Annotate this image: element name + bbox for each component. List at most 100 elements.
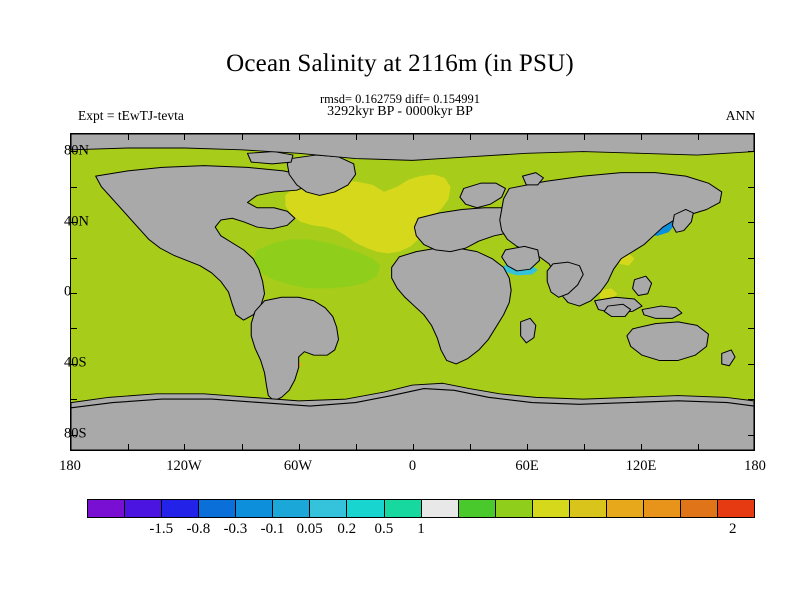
tick-y <box>748 151 754 152</box>
tick-y <box>748 399 754 400</box>
land-new-zealand <box>721 349 736 367</box>
y-tick-label: 40N <box>64 213 89 230</box>
colorbar-segment-15 <box>643 500 681 517</box>
x-tick-label: 60W <box>283 458 313 474</box>
colorbar-segment-4 <box>236 500 274 517</box>
land-antarctica <box>71 382 754 450</box>
land-arabia <box>501 245 541 272</box>
tick-x <box>242 134 243 140</box>
land-svalbard <box>522 172 544 186</box>
tick-y <box>71 328 77 329</box>
tick-y <box>71 222 77 223</box>
colorbar-segment-7 <box>347 500 385 517</box>
antarctic-coastline <box>71 387 754 409</box>
land-madagascar <box>520 317 537 344</box>
colorbar-segment-0 <box>88 500 126 517</box>
tick-x <box>184 134 185 140</box>
land-scandinavia <box>459 182 506 209</box>
x-tick-label: 0 <box>408 458 417 474</box>
tick-x <box>127 444 129 450</box>
x-tick-label: 120W <box>166 458 202 474</box>
colorbar-segment-17 <box>718 500 755 517</box>
tick-y <box>748 328 754 329</box>
colorbar-segment-1 <box>125 500 163 517</box>
tick-x <box>527 134 528 140</box>
y-tick-label: 0 <box>64 283 72 300</box>
x-tick-label: 180 <box>59 458 81 474</box>
colorbar-segment-14 <box>606 500 644 517</box>
experiment-label: Expt = tEwTJ-tevta <box>78 108 184 123</box>
tick-x <box>641 134 642 140</box>
colorbar-segment-10 <box>458 500 496 517</box>
colorbar-tick-label: -0.8 <box>186 521 211 537</box>
north-atlantic-transition-band <box>253 239 381 289</box>
tick-x <box>584 444 585 450</box>
tick-y <box>71 258 77 259</box>
land-india <box>546 261 584 298</box>
colorbar-segment-2 <box>162 500 200 517</box>
colorbar-segment-11 <box>495 500 533 517</box>
tick-x <box>413 444 414 450</box>
tick-y <box>71 364 77 365</box>
tick-x <box>127 134 129 140</box>
land-arctic-islands <box>246 151 294 165</box>
tick-y <box>71 435 77 436</box>
tick-x <box>470 134 471 140</box>
colorbar-segment-16 <box>681 500 719 517</box>
colorbar-tick-label: -0.3 <box>223 521 248 537</box>
colorbar-segment-9 <box>421 500 459 517</box>
world-map <box>71 134 754 450</box>
colorbar-segment-6 <box>310 500 348 517</box>
tick-y <box>748 293 754 294</box>
tick-y <box>71 293 77 294</box>
tick-x <box>698 444 699 450</box>
land-new-guinea <box>641 305 683 319</box>
time-period-annotation: 3292kyr BP - 0000kyr BP <box>327 104 473 119</box>
land-philippines <box>632 275 653 296</box>
colorbar-tick-label: -0.1 <box>260 521 285 537</box>
tick-y <box>71 187 77 188</box>
tick-y <box>748 435 754 436</box>
season-label: ANN <box>725 108 755 123</box>
tick-x <box>356 444 357 450</box>
colorbar-segment-8 <box>384 500 422 517</box>
land-africa <box>391 247 512 365</box>
x-tick-label: 180 <box>744 458 766 474</box>
colorbar-tick-label: 2 <box>728 521 737 537</box>
colorbar-segment-13 <box>569 500 607 517</box>
tick-y <box>748 187 754 188</box>
x-tick-label: 120E <box>625 458 657 474</box>
land-mask <box>71 134 754 450</box>
tick-x <box>299 134 300 140</box>
colorbar-segment-5 <box>273 500 311 517</box>
land-australia <box>626 321 709 361</box>
land-south-america <box>250 296 340 402</box>
colorbar-tick-label: -1.5 <box>149 521 174 537</box>
tick-y <box>748 222 754 223</box>
tick-x <box>470 444 471 450</box>
tick-y <box>71 151 77 152</box>
colorbar-segment-12 <box>532 500 570 517</box>
land-arctic-cap <box>71 134 754 161</box>
x-tick-label: 60E <box>515 458 539 474</box>
y-tick-label: 80N <box>64 142 89 159</box>
tick-x <box>641 444 642 450</box>
land-borneo <box>603 303 632 318</box>
tick-x <box>413 134 414 140</box>
colorbar-tick-label: 0.2 <box>337 521 357 537</box>
tick-y <box>748 258 754 259</box>
tick-x <box>527 444 528 450</box>
y-tick-label: 40S <box>64 354 87 371</box>
tick-x <box>242 444 243 450</box>
colorbar-tick-label: 0.05 <box>296 521 323 537</box>
tick-x <box>356 134 357 140</box>
land-north-america <box>95 165 311 321</box>
colorbar-segment-3 <box>199 500 237 517</box>
colorbar <box>87 499 755 518</box>
tick-y <box>71 399 77 400</box>
colorbar-tick-label: 1 <box>417 521 425 537</box>
map-plot-area <box>70 133 755 451</box>
tick-y <box>748 364 754 365</box>
tick-x <box>584 134 585 140</box>
